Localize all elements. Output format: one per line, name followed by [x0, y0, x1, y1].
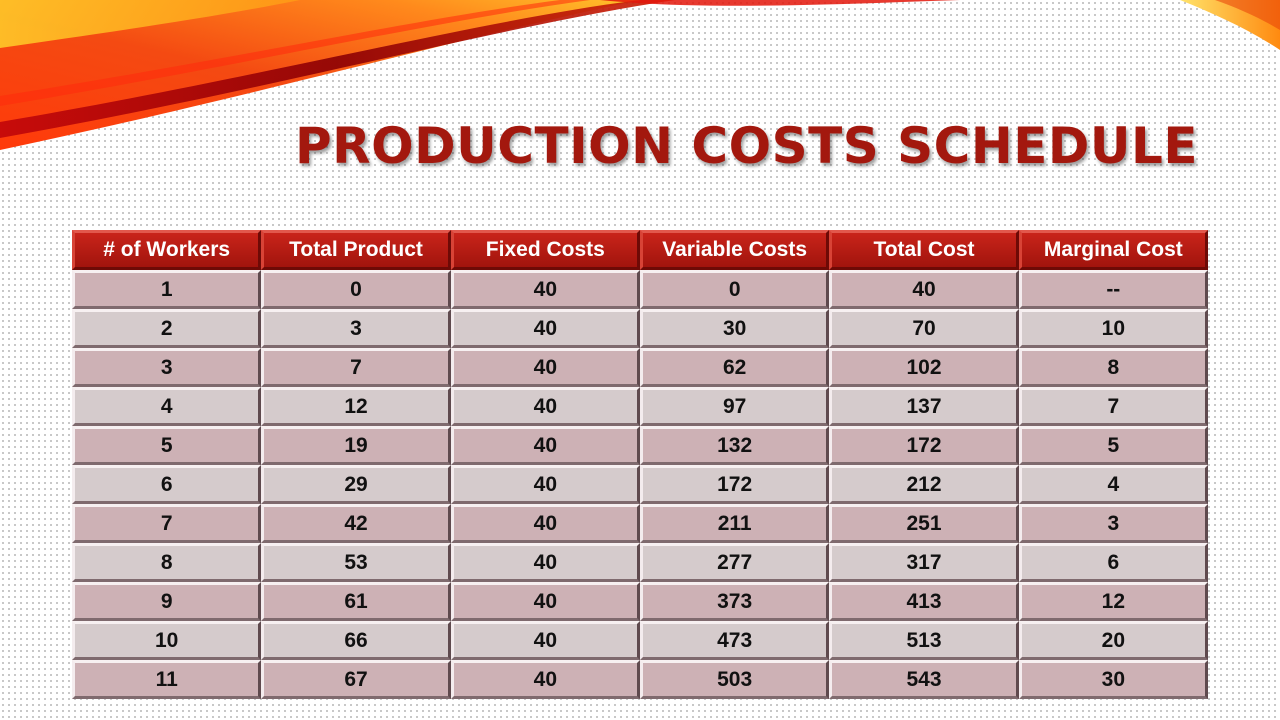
- cell-workers: 7: [72, 504, 262, 543]
- cell-variable-costs: 97: [639, 387, 830, 426]
- cell-total-cost: 543: [829, 660, 1019, 699]
- cell-total-cost: 212: [829, 465, 1019, 504]
- cell-total-product: 12: [261, 387, 451, 426]
- cell-total-cost: 172: [829, 426, 1019, 465]
- cell-marginal-cost: 3: [1018, 504, 1208, 543]
- cell-marginal-cost: 6: [1018, 543, 1208, 582]
- cell-fixed-costs: 40: [450, 348, 640, 387]
- cell-marginal-cost: 12: [1018, 582, 1208, 621]
- cell-total-product: 53: [261, 543, 451, 582]
- cell-fixed-costs: 40: [450, 660, 640, 699]
- cell-marginal-cost: 8: [1018, 348, 1208, 387]
- cell-total-product: 0: [261, 270, 451, 309]
- cell-variable-costs: 473: [639, 621, 830, 660]
- cell-fixed-costs: 40: [450, 582, 640, 621]
- cell-fixed-costs: 40: [450, 543, 640, 582]
- cell-marginal-cost: --: [1018, 270, 1208, 309]
- cell-total-cost: 40: [829, 270, 1019, 309]
- cell-variable-costs: 132: [639, 426, 830, 465]
- header-marginal-cost: Marginal Cost: [1018, 230, 1208, 270]
- header-variable-costs: Variable Costs: [639, 230, 830, 270]
- header-total-product: Total Product: [261, 230, 451, 270]
- cell-fixed-costs: 40: [450, 504, 640, 543]
- cell-variable-costs: 373: [639, 582, 830, 621]
- cell-workers: 2: [72, 309, 262, 348]
- page-title: PRODUCTION COSTS SCHEDULE: [295, 117, 1198, 175]
- cell-total-cost: 137: [829, 387, 1019, 426]
- cell-fixed-costs: 40: [450, 270, 640, 309]
- cell-marginal-cost: 10: [1018, 309, 1208, 348]
- header-fixed-costs: Fixed Costs: [450, 230, 640, 270]
- cell-workers: 5: [72, 426, 262, 465]
- cell-fixed-costs: 40: [450, 426, 640, 465]
- cell-workers: 10: [72, 621, 262, 660]
- cell-total-cost: 102: [829, 348, 1019, 387]
- cell-total-product: 42: [261, 504, 451, 543]
- cell-marginal-cost: 4: [1018, 465, 1208, 504]
- cell-variable-costs: 211: [639, 504, 830, 543]
- cell-workers: 8: [72, 543, 262, 582]
- cell-total-product: 61: [261, 582, 451, 621]
- cell-fixed-costs: 40: [450, 465, 640, 504]
- header-total-cost: Total Cost: [829, 230, 1019, 270]
- cell-total-product: 66: [261, 621, 451, 660]
- cell-workers: 3: [72, 348, 262, 387]
- cell-marginal-cost: 5: [1018, 426, 1208, 465]
- cell-total-product: 67: [261, 660, 451, 699]
- cell-total-product: 19: [261, 426, 451, 465]
- cell-total-product: 7: [261, 348, 451, 387]
- cell-total-cost: 317: [829, 543, 1019, 582]
- cell-total-cost: 70: [829, 309, 1019, 348]
- cell-total-cost: 413: [829, 582, 1019, 621]
- cell-fixed-costs: 40: [450, 387, 640, 426]
- cell-total-cost: 513: [829, 621, 1019, 660]
- cell-marginal-cost: 20: [1018, 621, 1208, 660]
- cell-workers: 1: [72, 270, 262, 309]
- cell-workers: 11: [72, 660, 262, 699]
- cell-total-product: 3: [261, 309, 451, 348]
- cell-marginal-cost: 7: [1018, 387, 1208, 426]
- cell-workers: 9: [72, 582, 262, 621]
- production-costs-table: # of Workers Total Product Fixed Costs V…: [72, 230, 1208, 699]
- header-workers: # of Workers: [72, 230, 262, 270]
- cell-variable-costs: 30: [639, 309, 830, 348]
- decorative-swoosh: [0, 0, 1280, 150]
- cell-fixed-costs: 40: [450, 309, 640, 348]
- cell-variable-costs: 503: [639, 660, 830, 699]
- cell-variable-costs: 172: [639, 465, 830, 504]
- cell-fixed-costs: 40: [450, 621, 640, 660]
- cell-workers: 6: [72, 465, 262, 504]
- cell-marginal-cost: 30: [1018, 660, 1208, 699]
- cell-total-product: 29: [261, 465, 451, 504]
- cell-total-cost: 251: [829, 504, 1019, 543]
- cell-variable-costs: 0: [639, 270, 830, 309]
- cell-variable-costs: 62: [639, 348, 830, 387]
- cell-workers: 4: [72, 387, 262, 426]
- cell-variable-costs: 277: [639, 543, 830, 582]
